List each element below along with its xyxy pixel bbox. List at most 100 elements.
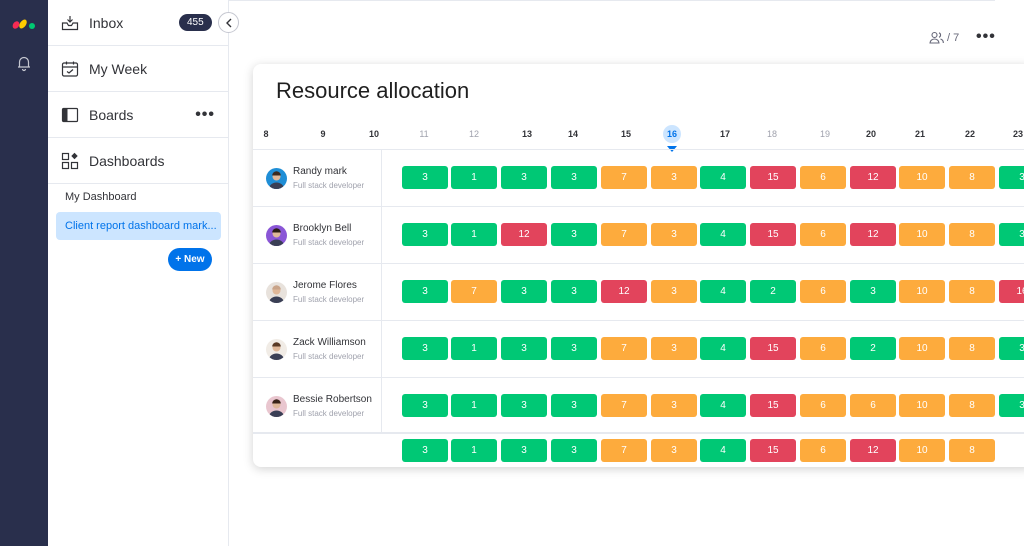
date-header: 18 — [766, 129, 777, 139]
allocation-cell[interactable]: 3 — [501, 280, 547, 303]
allocation-cell[interactable]: 3 — [402, 394, 448, 417]
allocation-cell[interactable]: 15 — [750, 223, 796, 246]
person-cell[interactable]: Zack Williamson Full stack developer — [253, 321, 382, 377]
person-role: Full stack developer — [293, 238, 365, 247]
person-cell[interactable]: Randy mark Full stack developer — [253, 150, 382, 206]
dashboard-item-client-report[interactable]: Client report dashboard mark... — [56, 212, 221, 240]
allocation-cell[interactable]: 10 — [899, 337, 945, 360]
allocation-cell[interactable]: 3 — [651, 166, 697, 189]
allocation-cell[interactable]: 8 — [949, 223, 995, 246]
sidebar-item-boards[interactable]: Boards ••• — [48, 92, 229, 138]
allocation-cell[interactable]: 3 — [501, 166, 547, 189]
sidebar-item-my-week[interactable]: My Week — [48, 46, 229, 92]
allocation-cell[interactable]: 3 — [999, 337, 1024, 360]
sidebar-item-dashboards[interactable]: Dashboards — [48, 138, 229, 184]
allocation-cell[interactable]: 1 — [451, 337, 497, 360]
allocation-cell[interactable]: 6 — [800, 394, 846, 417]
allocation-cell[interactable]: 3 — [402, 280, 448, 303]
sidebar-item-inbox[interactable]: Inbox 455 — [48, 0, 229, 46]
allocation-cell[interactable]: 3 — [999, 394, 1024, 417]
allocation-cell[interactable]: 3 — [402, 337, 448, 360]
person-cell[interactable]: Bessie Robertson Full stack developer — [253, 378, 382, 434]
allocation-cell[interactable]: 6 — [850, 394, 896, 417]
person-role: Full stack developer — [293, 352, 365, 361]
boards-more-button[interactable]: ••• — [195, 105, 215, 123]
allocation-cell[interactable]: 6 — [800, 166, 846, 189]
allocation-cell[interactable]: 10 — [899, 394, 945, 417]
allocation-cell[interactable]: 3 — [651, 439, 697, 462]
allocation-cell[interactable]: 2 — [850, 337, 896, 360]
allocation-cell[interactable]: 3 — [551, 280, 597, 303]
allocation-cell[interactable]: 15 — [750, 394, 796, 417]
allocation-cell[interactable]: 3 — [551, 337, 597, 360]
allocation-cell[interactable]: 7 — [601, 166, 647, 189]
allocation-cell[interactable]: 3 — [651, 337, 697, 360]
allocation-cell[interactable]: 8 — [949, 394, 995, 417]
allocation-cell[interactable]: 1 — [451, 166, 497, 189]
allocation-cell[interactable]: 12 — [850, 166, 896, 189]
allocation-cell[interactable]: 4 — [700, 337, 746, 360]
allocation-cell[interactable]: 12 — [850, 223, 896, 246]
allocation-cell[interactable]: 2 — [750, 280, 796, 303]
allocation-cell[interactable]: 12 — [850, 439, 896, 462]
allocation-cell[interactable]: 8 — [949, 280, 995, 303]
monday-logo-icon[interactable] — [12, 14, 36, 30]
allocation-cell[interactable]: 3 — [551, 394, 597, 417]
allocation-cell[interactable]: 3 — [501, 439, 547, 462]
allocation-cell[interactable]: 4 — [700, 280, 746, 303]
allocation-cell[interactable]: 15 — [750, 439, 796, 462]
allocation-cell[interactable]: 3 — [551, 439, 597, 462]
allocation-cell[interactable]: 3 — [850, 280, 896, 303]
allocation-cell[interactable]: 3 — [402, 439, 448, 462]
inbox-count-badge: 455 — [179, 14, 212, 31]
board-more-button[interactable]: ••• — [976, 28, 996, 45]
allocation-cell[interactable]: 10 — [899, 166, 945, 189]
allocation-cell[interactable]: 3 — [551, 166, 597, 189]
allocation-cell[interactable]: 7 — [601, 439, 647, 462]
person-cell[interactable]: Jerome Flores Full stack developer — [253, 264, 382, 320]
allocation-cell[interactable]: 12 — [601, 280, 647, 303]
allocation-cell[interactable]: 1 — [451, 439, 497, 462]
allocation-cell[interactable]: 16 — [999, 280, 1024, 303]
allocation-cell[interactable]: 6 — [800, 337, 846, 360]
allocation-cell[interactable]: 1 — [451, 223, 497, 246]
date-header: 17 — [719, 129, 730, 139]
allocation-cell[interactable]: 4 — [700, 439, 746, 462]
allocation-cell[interactable]: 3 — [651, 223, 697, 246]
allocation-cell[interactable]: 6 — [800, 223, 846, 246]
allocation-cell[interactable]: 4 — [700, 394, 746, 417]
new-dashboard-button[interactable]: + New — [168, 248, 212, 271]
allocation-cell[interactable]: 4 — [700, 223, 746, 246]
allocation-cell[interactable]: 3 — [501, 337, 547, 360]
allocation-cell[interactable]: 7 — [601, 223, 647, 246]
allocation-cell[interactable]: 7 — [451, 280, 497, 303]
allocation-cell[interactable]: 6 — [800, 280, 846, 303]
allocation-cell[interactable]: 7 — [601, 394, 647, 417]
allocation-cell[interactable]: 3 — [651, 394, 697, 417]
bell-icon[interactable] — [15, 54, 33, 72]
collapse-sidebar-button[interactable] — [218, 12, 239, 33]
allocation-cell[interactable]: 8 — [949, 166, 995, 189]
allocation-cell[interactable]: 3 — [999, 223, 1024, 246]
allocation-cell[interactable]: 15 — [750, 166, 796, 189]
allocation-cell[interactable]: 8 — [949, 337, 995, 360]
allocation-cell[interactable]: 10 — [899, 280, 945, 303]
allocation-cell[interactable]: 4 — [700, 166, 746, 189]
allocation-cell[interactable]: 10 — [899, 223, 945, 246]
allocation-cell[interactable]: 3 — [999, 166, 1024, 189]
board-members-button[interactable]: / 7 — [929, 31, 959, 44]
allocation-cell[interactable]: 7 — [601, 337, 647, 360]
allocation-cell[interactable]: 3 — [551, 223, 597, 246]
allocation-cell[interactable]: 3 — [501, 394, 547, 417]
person-cell[interactable]: Brooklyn Bell Full stack developer — [253, 207, 382, 263]
allocation-cell[interactable]: 10 — [899, 439, 945, 462]
allocation-cell[interactable]: 3 — [402, 223, 448, 246]
allocation-cell[interactable]: 3 — [402, 166, 448, 189]
allocation-cell[interactable]: 8 — [949, 439, 995, 462]
allocation-cell[interactable]: 12 — [501, 223, 547, 246]
dashboard-item-my-dashboard[interactable]: My Dashboard — [65, 191, 137, 203]
allocation-cell[interactable]: 3 — [651, 280, 697, 303]
allocation-cell[interactable]: 15 — [750, 337, 796, 360]
allocation-cell[interactable]: 6 — [800, 439, 846, 462]
allocation-cell[interactable]: 1 — [451, 394, 497, 417]
